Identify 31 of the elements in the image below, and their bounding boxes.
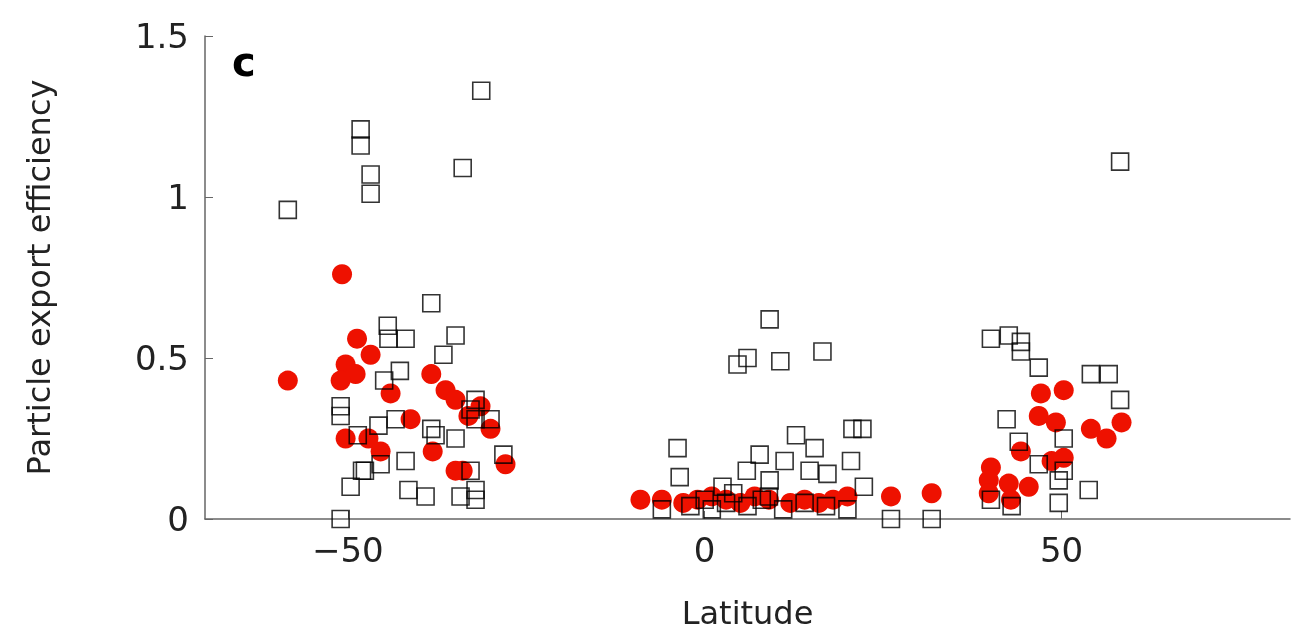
point xyxy=(445,389,466,410)
point xyxy=(1053,380,1074,401)
point xyxy=(1030,383,1051,404)
y-axis-title: Particle export efficiency xyxy=(20,79,58,476)
y-tick-label: 0 xyxy=(167,499,189,539)
point xyxy=(630,489,651,510)
point xyxy=(400,409,421,430)
point xyxy=(1080,418,1101,439)
point xyxy=(881,486,901,507)
point xyxy=(1096,428,1117,449)
point xyxy=(345,364,366,385)
annotation: c xyxy=(232,39,256,85)
point xyxy=(1045,412,1066,433)
point xyxy=(347,328,368,349)
x-axis-title: Latitude xyxy=(681,594,814,632)
point xyxy=(332,264,353,285)
x-tick-label: 0 xyxy=(693,530,716,570)
point xyxy=(360,344,381,365)
y-tick-label: 1 xyxy=(167,177,189,217)
point xyxy=(421,364,442,385)
point xyxy=(1111,412,1132,433)
point xyxy=(422,441,443,462)
x-tick-label: −50 xyxy=(311,530,384,570)
point xyxy=(1028,405,1049,426)
point xyxy=(330,370,351,391)
x-tick-label: 50 xyxy=(1039,530,1084,570)
point xyxy=(1018,476,1039,497)
point xyxy=(921,483,942,504)
point xyxy=(277,370,298,391)
y-tick-label: 1.5 xyxy=(134,16,189,56)
y-tick-label: 0.5 xyxy=(134,338,189,378)
